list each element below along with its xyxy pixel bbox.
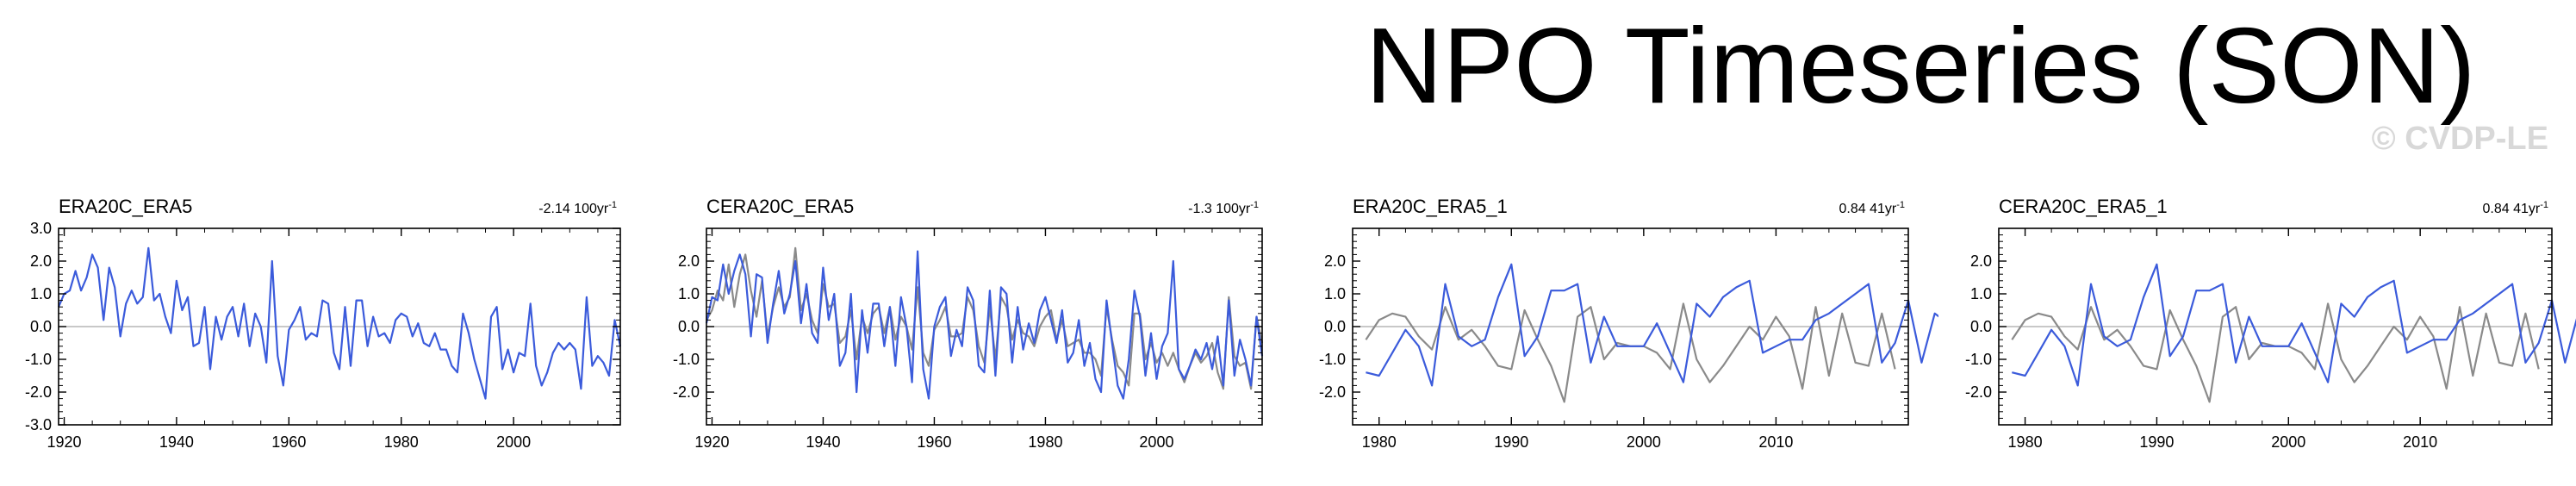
x-tick-label: 2010 — [2403, 433, 2437, 451]
y-tick-label: 2.0 — [30, 252, 52, 270]
trend-label: -2.14 100yr-1 — [538, 200, 617, 216]
y-tick-label: -2.0 — [673, 383, 700, 401]
series-line — [705, 250, 1264, 400]
x-tick-label: 1990 — [1494, 433, 1528, 451]
chart-title: CERA20C_ERA5_1 — [1999, 196, 2168, 217]
trend-label: 0.84 41yr-1 — [2483, 200, 2549, 216]
x-tick-label: 1980 — [1028, 433, 1062, 451]
page-title: NPO Timeseries (SON) — [1366, 7, 2476, 126]
trend-label: -1.3 100yr-1 — [1188, 200, 1259, 216]
series-line — [57, 246, 622, 400]
x-tick-label: 1960 — [271, 433, 306, 451]
trend-label: 0.84 41yr-1 — [1839, 200, 1906, 216]
series-line-reference — [2011, 302, 2540, 403]
y-tick-label: -3.0 — [25, 416, 52, 433]
x-tick-label: 2000 — [496, 433, 531, 451]
watermark: © CVDP-LE — [2371, 121, 2548, 157]
x-tick-label: 1920 — [694, 433, 729, 451]
y-tick-label: 0.0 — [1970, 318, 1992, 335]
x-tick-label: 2000 — [2271, 433, 2305, 451]
y-tick-label: 2.0 — [1970, 252, 1992, 270]
y-tick-label: -1.0 — [25, 351, 52, 368]
x-tick-label: 2010 — [1758, 433, 1793, 451]
chart-title: ERA20C_ERA5 — [59, 196, 192, 217]
x-tick-label: 1990 — [2139, 433, 2174, 451]
chart-era20c-era5: ERA20C_ERA5 -2.14 100yr-1 -3.0 -2.0 -1.0 0.0 1… — [25, 196, 622, 451]
chart-cera20c-era5-1: CERA20C_ERA5_1 0.84 41yr-1 -2.0 -1.0 0.0 1.0 2… — [1965, 196, 2576, 451]
y-tick-label: 0.0 — [30, 318, 52, 335]
series-line — [2012, 263, 2576, 387]
y-tick-label: -2.0 — [1319, 383, 1346, 401]
y-tick-label: -2.0 — [25, 383, 52, 401]
x-tick-label: 2000 — [1139, 433, 1173, 451]
x-tick-label: 1940 — [159, 433, 194, 451]
y-tick-label: -1.0 — [673, 351, 700, 368]
y-tick-label: 0.0 — [678, 318, 700, 335]
x-tick-label: 1920 — [47, 433, 81, 451]
y-tick-label: -1.0 — [1319, 351, 1346, 368]
x-tick-label: 1980 — [2008, 433, 2043, 451]
chart-cera20c-era5: CERA20C_ERA5 -1.3 100yr-1 -2.0 -1.0 0.0 1.0 2.… — [673, 196, 1264, 451]
x-tick-label: 1980 — [384, 433, 419, 451]
y-tick-label: 1.0 — [30, 285, 52, 302]
y-tick-label: -2.0 — [1965, 383, 1992, 401]
chart-title: CERA20C_ERA5 — [706, 196, 854, 217]
y-tick-label: 2.0 — [1324, 252, 1346, 270]
chart-era20c-era5-1: ERA20C_ERA5_1 0.84 41yr-1 -2.0 -1.0 0.0 1.0 2.… — [1319, 196, 1938, 451]
y-tick-label: 0.0 — [1324, 318, 1346, 335]
x-tick-label: 1980 — [1362, 433, 1397, 451]
y-tick-label: 1.0 — [1970, 285, 1992, 302]
y-tick-label: 1.0 — [1324, 285, 1346, 302]
chart-title: ERA20C_ERA5_1 — [1353, 196, 1508, 217]
y-tick-label: 1.0 — [678, 285, 700, 302]
x-tick-label: 1940 — [806, 433, 840, 451]
series-line-reference — [1365, 302, 1896, 403]
y-tick-label: -1.0 — [1965, 351, 1992, 368]
x-tick-label: 1960 — [917, 433, 951, 451]
series-line — [1366, 263, 1938, 387]
y-tick-label: 2.0 — [678, 252, 700, 270]
y-tick-label: 3.0 — [30, 220, 52, 237]
x-tick-label: 2000 — [1627, 433, 1661, 451]
